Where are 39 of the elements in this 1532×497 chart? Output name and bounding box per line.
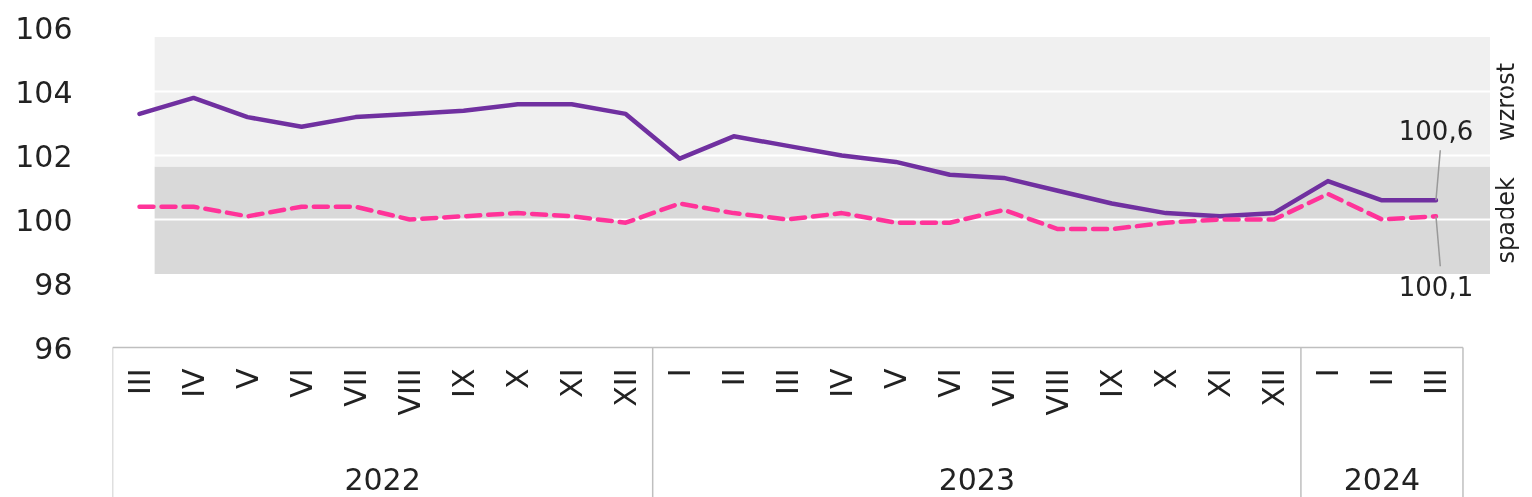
text: 2023 <box>938 461 1015 497</box>
x-tick-label: VII <box>986 368 1022 407</box>
x-tick-label: IX <box>446 368 482 398</box>
x-tick-label: VII <box>338 368 374 407</box>
y-tick-label: 98 <box>34 266 73 302</box>
x-tick-label: V <box>878 368 914 390</box>
data-label: 100,1 <box>1398 272 1474 303</box>
x-tick-label: XI <box>554 368 590 398</box>
x-tick-label: XI <box>1202 368 1238 398</box>
x-tick-label: I <box>1310 368 1346 378</box>
band-label: wzrost <box>1492 62 1521 141</box>
x-tick-label: IV <box>176 368 212 398</box>
x-tick-label: VIII <box>392 368 428 416</box>
band-label: spadek <box>1492 177 1521 264</box>
x-tick-label: X <box>1148 368 1184 390</box>
x-tick-label: X <box>500 368 536 390</box>
x-tick-label: IX <box>1094 368 1130 398</box>
text: 2022 <box>344 461 421 497</box>
x-tick-label: III <box>1418 368 1454 396</box>
data-label: 100,6 <box>1398 116 1474 147</box>
x-tick-label: III <box>122 368 158 396</box>
x-tick-label: II <box>1364 368 1400 387</box>
x-tick-label: II <box>716 368 752 387</box>
x-tick-label: XII <box>608 368 644 407</box>
x-tick-label: V <box>230 368 266 390</box>
y-tick-label: 104 <box>15 74 73 110</box>
x-tick-label: IV <box>824 368 860 398</box>
y-tick-label: 106 <box>15 10 73 46</box>
x-tick-label: VIII <box>1040 368 1076 416</box>
y-tick-label: 96 <box>34 330 73 366</box>
x-tick-label: VI <box>284 368 320 398</box>
y-tick-label: 102 <box>15 138 73 174</box>
x-tick-label: VI <box>932 368 968 398</box>
x-tick-label: XII <box>1256 368 1292 407</box>
line-series <box>137 191 1439 232</box>
y-tick-label: 100 <box>15 202 73 238</box>
x-tick-label: III <box>770 368 806 396</box>
x-tick-label: I <box>662 368 698 378</box>
text: 2024 <box>1343 461 1421 497</box>
